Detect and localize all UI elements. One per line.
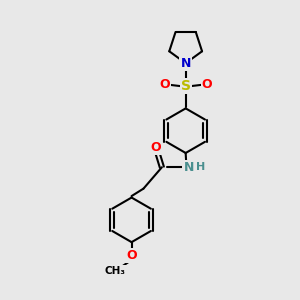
- Text: O: O: [159, 78, 169, 91]
- Text: H: H: [196, 162, 206, 172]
- Text: S: S: [181, 79, 191, 93]
- Text: O: O: [151, 141, 161, 154]
- Text: CH₃: CH₃: [105, 266, 126, 276]
- Text: O: O: [202, 78, 212, 91]
- Text: N: N: [181, 57, 191, 70]
- Text: N: N: [184, 161, 194, 174]
- Text: O: O: [126, 249, 137, 262]
